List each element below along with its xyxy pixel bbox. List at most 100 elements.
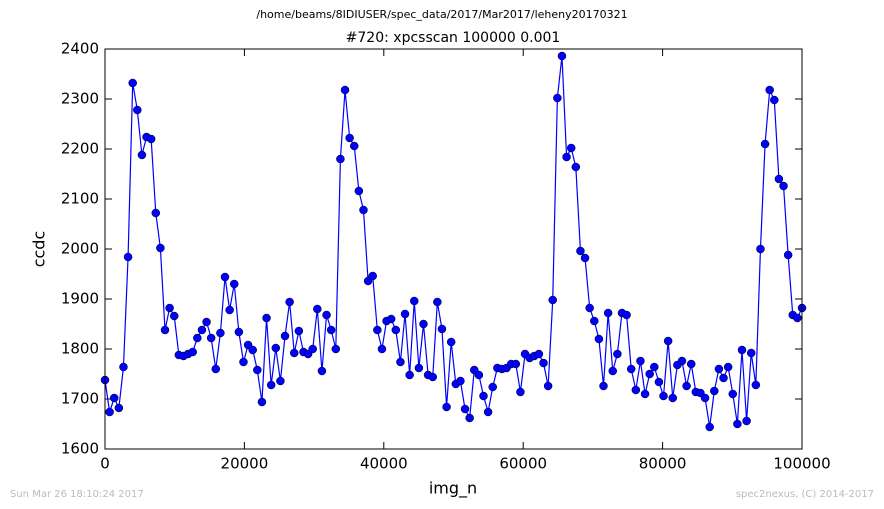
data-point: [742, 416, 751, 426]
data-point: [239, 357, 248, 367]
data-point: [534, 349, 544, 359]
data-point: [248, 345, 257, 355]
data-point: [580, 253, 590, 263]
data-point: [548, 295, 557, 305]
data-point: [326, 325, 336, 335]
data-point: [603, 308, 613, 318]
data-point: [289, 348, 299, 358]
data-point: [483, 407, 493, 417]
y-tick-label: 2400: [61, 40, 99, 58]
data-point: [710, 386, 719, 396]
x-axis-label: img_n: [429, 479, 477, 499]
data-point: [414, 363, 424, 373]
data-point: [479, 391, 488, 401]
data-point: [437, 324, 447, 334]
data-point: [285, 297, 294, 307]
data-point: [737, 345, 747, 355]
data-point: [193, 333, 202, 343]
data-point: [599, 381, 608, 391]
data-point: [386, 314, 396, 324]
data-point: [576, 246, 585, 256]
data-point: [733, 419, 742, 429]
data-point: [622, 310, 631, 320]
data-point: [340, 85, 350, 95]
data-point: [590, 316, 599, 326]
footer-right: spec2nexus, (C) 2014-2017: [736, 489, 874, 500]
data-point: [728, 389, 738, 399]
y-tick-label: 2300: [61, 90, 99, 108]
data-point: [663, 336, 673, 346]
data-point: [428, 372, 437, 382]
data-point: [377, 344, 387, 354]
x-tick-label: 60000: [499, 455, 547, 473]
data-point: [350, 141, 359, 151]
data-point: [128, 78, 137, 88]
data-point: [783, 250, 793, 260]
data-point: [119, 362, 128, 372]
x-tick-label: 40000: [360, 455, 408, 473]
data-point: [229, 279, 239, 289]
data-point: [714, 364, 724, 374]
data-point: [562, 152, 571, 162]
data-point: [359, 205, 368, 215]
data-point: [557, 51, 567, 61]
data-point: [442, 402, 451, 412]
data-point: [280, 331, 290, 341]
data-point: [571, 162, 581, 172]
data-point: [686, 359, 696, 369]
data-point: [654, 377, 664, 387]
data-point: [682, 381, 691, 391]
data-point: [645, 369, 654, 379]
data-point: [668, 393, 678, 403]
data-point: [322, 310, 331, 320]
data-point: [756, 244, 765, 254]
data-point: [474, 370, 484, 380]
data-point: [751, 380, 761, 390]
x-tick-label: 100000: [773, 455, 830, 473]
footer-left: Sun Mar 26 18:10:24 2017: [10, 489, 144, 500]
suptitle: /home/beams/8IDIUSER/spec_data/2017/Mar2…: [256, 8, 627, 21]
data-point: [566, 143, 576, 153]
y-tick-label: 1900: [61, 290, 99, 308]
data-point: [779, 181, 788, 191]
data-point: [391, 325, 401, 335]
y-tick-label: 1700: [61, 390, 99, 408]
data-point: [511, 359, 521, 369]
data-point: [631, 385, 641, 395]
data-point: [613, 349, 622, 359]
y-axis-label: ccdc: [30, 231, 49, 268]
data-point: [465, 413, 474, 423]
chart-title: #720: xpcsscan 100000 0.001: [346, 30, 561, 46]
data-point: [585, 303, 594, 313]
data-point: [793, 313, 802, 323]
data-point: [640, 389, 650, 399]
data-point: [405, 370, 414, 380]
data-point: [650, 362, 659, 372]
data-point: [109, 393, 119, 403]
data-point: [659, 391, 668, 401]
data-point: [294, 326, 304, 336]
data-point: [169, 311, 179, 321]
data-point: [220, 272, 230, 282]
plot-frame: [104, 48, 803, 450]
data-point: [719, 373, 728, 383]
data-point: [160, 325, 170, 335]
data-point: [419, 319, 428, 329]
data-point: [760, 139, 770, 149]
data-point: [317, 366, 327, 376]
data-point: [271, 343, 281, 353]
data-point: [211, 364, 221, 374]
data-point: [197, 325, 207, 335]
data-point: [626, 364, 636, 374]
y-tick-label: 2200: [61, 140, 99, 158]
data-point: [234, 327, 244, 337]
y-tick-label: 2100: [61, 190, 99, 208]
data-point: [276, 376, 285, 386]
data-point: [539, 358, 548, 368]
y-tick-label: 1600: [61, 440, 99, 458]
data-point: [123, 252, 133, 262]
data-point: [345, 133, 354, 143]
data-point: [206, 333, 216, 343]
data-point: [331, 344, 341, 354]
data-point: [165, 303, 174, 313]
